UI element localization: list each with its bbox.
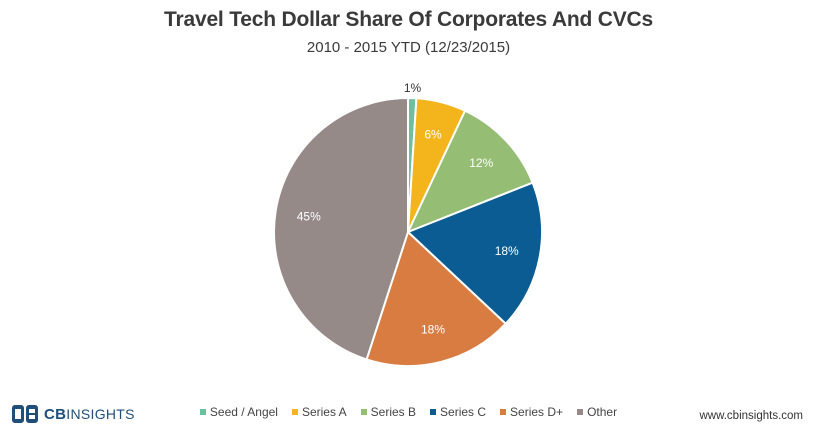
logo-insights: INSIGHTS xyxy=(66,405,135,422)
legend-swatch xyxy=(500,409,507,415)
chart-legend: Seed / Angel Series A Series B Series C Seri… xyxy=(0,405,817,419)
cb-insights-logo: CBINSIGHTS xyxy=(12,403,135,425)
source-url: www.cbinsights.com xyxy=(699,410,803,422)
chart-subtitle: 2010 - 2015 YTD (12/23/2015) xyxy=(306,39,511,56)
legend-label: Series A xyxy=(301,405,347,419)
logo-cb: CB xyxy=(44,405,67,423)
data-label-series-a: 6% xyxy=(424,128,442,142)
legend-swatch xyxy=(291,409,298,415)
legend-item-other: Other xyxy=(577,405,617,419)
data-label-series-d-: 18% xyxy=(421,322,445,336)
legend-item-series-d-: Series D+ xyxy=(500,405,563,419)
legend-swatch xyxy=(430,409,437,415)
legend-label: Series B xyxy=(370,405,417,419)
legend-item-series-b: Series B xyxy=(360,405,417,419)
chart-title: Travel Tech Dollar Share Of Corporates A… xyxy=(164,8,653,31)
pie-slice-series-d- xyxy=(365,230,508,367)
data-label-other: 45% xyxy=(297,209,321,223)
legend-label: Seed / Angel xyxy=(209,405,278,419)
legend-swatch xyxy=(360,409,367,415)
legend-item-seed-angel: Seed / Angel xyxy=(199,405,278,419)
cb-logo-icon xyxy=(12,405,38,423)
pie-slice-other xyxy=(273,96,409,361)
legend-label: Series C xyxy=(440,405,487,419)
data-label-series-b: 12% xyxy=(469,156,493,170)
legend-swatch xyxy=(199,409,206,415)
legend-label: Other xyxy=(587,405,618,419)
legend-item-series-a: Series A xyxy=(291,405,347,419)
pie-slice-series-b xyxy=(406,109,534,234)
legend-label: Series D+ xyxy=(510,405,564,419)
data-label-seed-angel: 1% xyxy=(404,81,422,95)
data-label-series-c: 18% xyxy=(495,244,519,258)
pie-slice-series-c xyxy=(406,181,543,326)
legend-item-series-c: Series C xyxy=(430,405,486,419)
legend-swatch xyxy=(577,409,584,415)
logo-wordmark: CBINSIGHTS xyxy=(44,406,135,423)
